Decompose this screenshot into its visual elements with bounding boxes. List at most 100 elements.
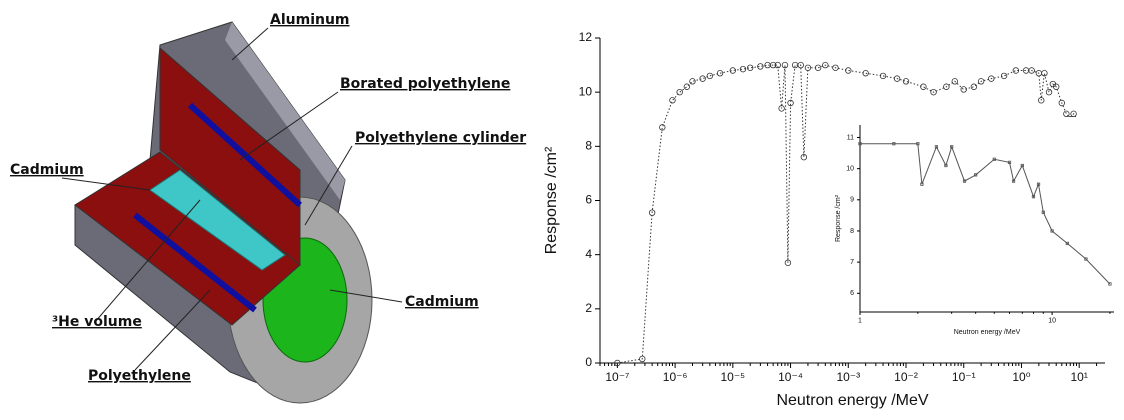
data-point [879,72,887,80]
data-point [970,83,978,90]
data-point [902,78,910,85]
x-tick-label: 10⁻¹ [952,370,976,384]
data-point [960,86,967,93]
data-point [1070,110,1077,118]
data-point [1108,282,1112,286]
y-tick-label: 0 [585,355,592,369]
data-point [893,75,901,82]
diagram-label: Aluminum [270,12,350,28]
data-point [977,78,985,85]
data-point [974,173,978,177]
data-point [1012,67,1020,74]
y-tick-label: 6 [850,290,854,297]
data-point [943,83,950,90]
data-point [784,259,792,266]
data-point [1011,179,1016,183]
y-tick-label: 10 [846,165,854,172]
data-point [944,163,948,168]
data-point [699,75,706,82]
data-point [892,142,896,146]
diagram-label: Borated polyethylene [340,76,510,92]
data-point [916,142,920,146]
data-point [1084,257,1088,261]
y-tick-label: 2 [585,301,592,315]
data-point [1038,97,1045,104]
x-tick-label: 10⁻⁶ [663,370,688,384]
data-point [800,153,808,161]
data-point [787,99,794,107]
data-point [659,124,666,131]
data-point [1000,72,1008,80]
x-tick-label: 10⁻⁵ [721,370,746,384]
x-axis-title: Neutron energy /MeV [776,392,928,409]
data-point [774,61,781,69]
data-point [1050,229,1054,233]
he3-volume [149,169,286,271]
data-point [930,88,937,96]
data-point [614,359,621,367]
x-tick-label: 1 [858,317,862,324]
data-point [804,64,812,71]
y-tick-label: 8 [585,139,592,153]
data-point [992,157,996,161]
data-point [858,142,862,146]
diagram-label: ³He volume [52,314,142,330]
series [858,142,1112,286]
data-point [832,64,839,71]
data-point [1028,67,1035,74]
y-tick-label: 10 [579,84,593,98]
x-tick-label: 10⁻⁴ [778,370,803,384]
x-tick-label: 10¹ [1071,370,1088,384]
data-line [860,143,1111,285]
data-point [950,145,954,149]
y-tick-label: 6 [585,193,592,207]
data-point [934,145,939,149]
x-axis-title: Neutron energy /MeV [954,329,1021,336]
data-point [920,182,924,186]
x-tick-label: 10⁰ [1012,370,1030,384]
data-point [639,355,646,363]
data-point [1065,241,1069,246]
blue-strip [133,212,257,313]
x-tick-label: 10 [1048,317,1056,324]
data-point [739,65,747,73]
inset-background [830,117,1122,344]
data-point [1058,99,1066,107]
x-tick-label: 10⁻³ [836,370,860,384]
y-tick-label: 8 [850,228,854,235]
diagram-label: Polyethylene [88,368,191,384]
data-point [951,78,958,85]
data-point [1041,210,1045,214]
data-point [845,67,852,74]
data-point [1041,70,1048,77]
data-point [1063,110,1070,118]
data-point [648,209,656,216]
data-point [757,63,764,70]
y-axis-title: Response /cm² [543,146,560,254]
data-point [1053,83,1060,90]
data-point [706,72,714,80]
data-point [689,78,696,85]
data-point [716,70,724,77]
data-point [814,64,822,71]
series [614,61,1100,367]
x-tick-label: 10⁻⁷ [605,370,629,384]
data-point [822,61,829,69]
blue-strip [187,102,303,208]
data-point [797,61,804,69]
data-point [781,61,789,69]
data-point [1045,88,1053,96]
data-point [669,97,676,104]
y-tick-label: 4 [585,247,592,261]
diagram-label: Polyethylene cylinder [355,130,526,146]
data-point [676,88,683,96]
data-point [1020,163,1024,168]
y-tick-label: 9 [850,197,854,204]
y-tick-label: 12 [579,30,593,44]
diagram-label: Cadmium [405,294,479,310]
y-axis-title: Response /cm² [835,194,842,242]
data-point [862,70,869,77]
data-point [747,64,754,71]
red-floor [74,151,301,326]
